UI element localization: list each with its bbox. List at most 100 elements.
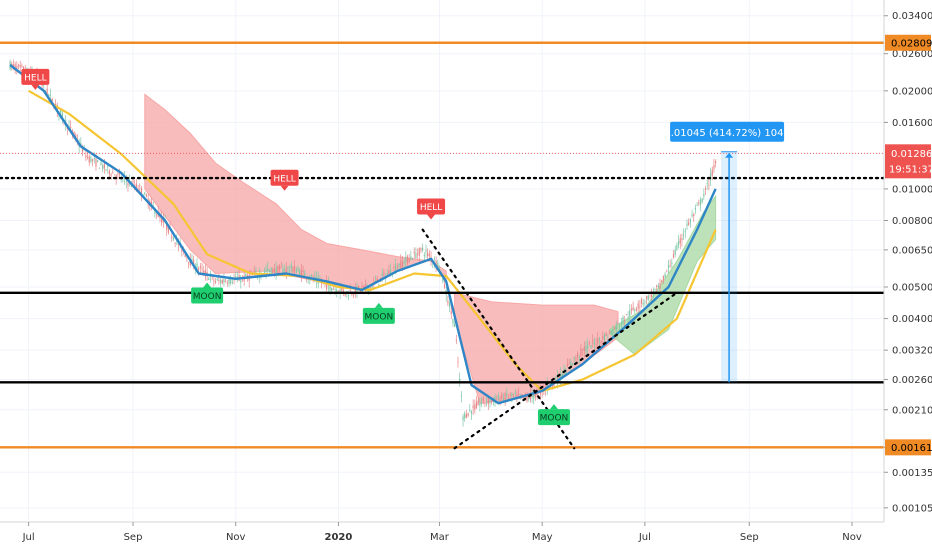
candle-body-362 <box>619 325 621 327</box>
candle-body-238 <box>410 256 412 259</box>
candle-body-406 <box>693 213 695 217</box>
time-axis-panel[interactable] <box>0 522 932 550</box>
level-tag-box-1 <box>885 439 931 456</box>
ma-slow-line <box>28 89 717 392</box>
candle-body-146 <box>255 270 257 273</box>
candle-body-105 <box>186 257 188 259</box>
x-tick-label-7: Sep <box>740 532 759 543</box>
level-tag-label-1: 0.00161 <box>891 443 932 454</box>
trendline-0[interactable] <box>421 228 576 450</box>
candle-body-391 <box>667 265 670 269</box>
candle-body-58 <box>107 165 109 168</box>
candle-body-357 <box>610 330 612 334</box>
candle-body-234 <box>403 260 405 264</box>
candle-body-123 <box>216 278 218 280</box>
candle-body-355 <box>607 336 609 338</box>
candle-body-59 <box>108 170 111 175</box>
y-tick-label-11: 0.00260 <box>892 375 932 386</box>
candle-body-54 <box>100 161 102 165</box>
candle-body-112 <box>198 268 200 270</box>
price-axis-panel[interactable] <box>884 0 932 522</box>
candle-body-225 <box>388 270 390 274</box>
candle-body-159 <box>277 266 279 274</box>
signal-box-4 <box>362 307 395 324</box>
candle-body-91 <box>162 219 164 223</box>
y-tick-label-14: 0.00135 <box>892 468 932 479</box>
candle-body-359 <box>613 327 616 330</box>
candle-body-158 <box>275 267 277 275</box>
candle-body-144 <box>251 274 254 276</box>
candle-body-202 <box>349 290 351 291</box>
candle-body-299 <box>512 395 515 397</box>
signal-box-3 <box>191 287 224 304</box>
candle-body-338 <box>578 356 580 358</box>
candle-body-81 <box>145 194 148 197</box>
candle-body-188 <box>326 281 328 290</box>
candle-body-56 <box>103 163 105 169</box>
candle-body-385 <box>657 285 659 287</box>
x-tick-label-2: Nov <box>226 532 246 543</box>
candle-body-379 <box>647 296 649 301</box>
candle-body-276 <box>474 404 476 410</box>
x-tick-label-6: Jul <box>638 532 651 543</box>
price-axis-tags: 0.02809 0.00161 0.01286 19:51:37 <box>885 34 932 456</box>
candle-body-131 <box>230 277 232 284</box>
candle-body-339 <box>580 348 582 356</box>
candle-body-175 <box>304 273 306 277</box>
candle-body-332 <box>568 363 570 365</box>
x-tick-label-1: Sep <box>124 532 143 543</box>
signal-box-1 <box>270 169 299 186</box>
candle-body-50 <box>93 157 95 159</box>
y-tick-label-5: 0.01000 <box>892 184 932 195</box>
candle-body-65 <box>118 173 121 175</box>
candle-body-61 <box>112 172 114 174</box>
y-tick-label-6: 0.00800 <box>892 216 932 227</box>
candle-body-94 <box>167 225 169 233</box>
trendline-1[interactable] <box>453 291 678 450</box>
candle-body-347 <box>593 341 595 345</box>
candle-body-400 <box>683 234 685 236</box>
candle-body-132 <box>231 282 233 284</box>
candle-body-98 <box>174 242 176 244</box>
candle-body-353 <box>603 334 606 341</box>
x-tick-label-8: Nov <box>842 532 862 543</box>
candle-body-278 <box>477 400 479 406</box>
y-tick-label-10: 0.00320 <box>892 346 932 357</box>
candle-body-394 <box>672 253 675 258</box>
candle-body-153 <box>267 268 269 272</box>
candle-body-304 <box>521 394 523 396</box>
candle-body-360 <box>615 324 617 330</box>
candle-body-104 <box>184 253 186 258</box>
candle-body-412 <box>703 193 705 197</box>
candle-body-154 <box>268 269 271 272</box>
candle-body-342 <box>585 346 587 352</box>
candle-body-231 <box>398 263 400 267</box>
candle-body-185 <box>321 283 323 284</box>
candle-body-77 <box>139 185 141 187</box>
candle-body-163 <box>283 270 286 272</box>
candle-body-374 <box>639 306 641 308</box>
candle-body-279 <box>479 403 481 406</box>
candle-body-260 <box>447 301 449 304</box>
candle-body-285 <box>489 400 491 403</box>
candle-body-245 <box>422 247 424 251</box>
candle-body-46 <box>86 156 89 158</box>
price-range-measure: 0.01045 (414.72%) 1045 <box>664 121 790 383</box>
candle-body-254 <box>437 262 439 269</box>
candle-body-111 <box>196 263 198 269</box>
candle-body-414 <box>706 183 708 185</box>
candle-body-308 <box>528 398 530 399</box>
candle-body-214 <box>369 287 372 288</box>
candle-body-190 <box>329 284 331 291</box>
candle-body-53 <box>98 167 100 169</box>
candle-body-23 <box>48 94 50 96</box>
candle-body-295 <box>506 393 508 396</box>
candle-body-128 <box>225 281 227 283</box>
candle-body-43 <box>81 147 84 153</box>
candle-body-288 <box>494 396 496 403</box>
candle-body-209 <box>361 286 363 288</box>
candle-body-168 <box>292 267 294 272</box>
candle-body-156 <box>272 269 274 273</box>
signal-label-1: HELL <box>273 174 295 184</box>
